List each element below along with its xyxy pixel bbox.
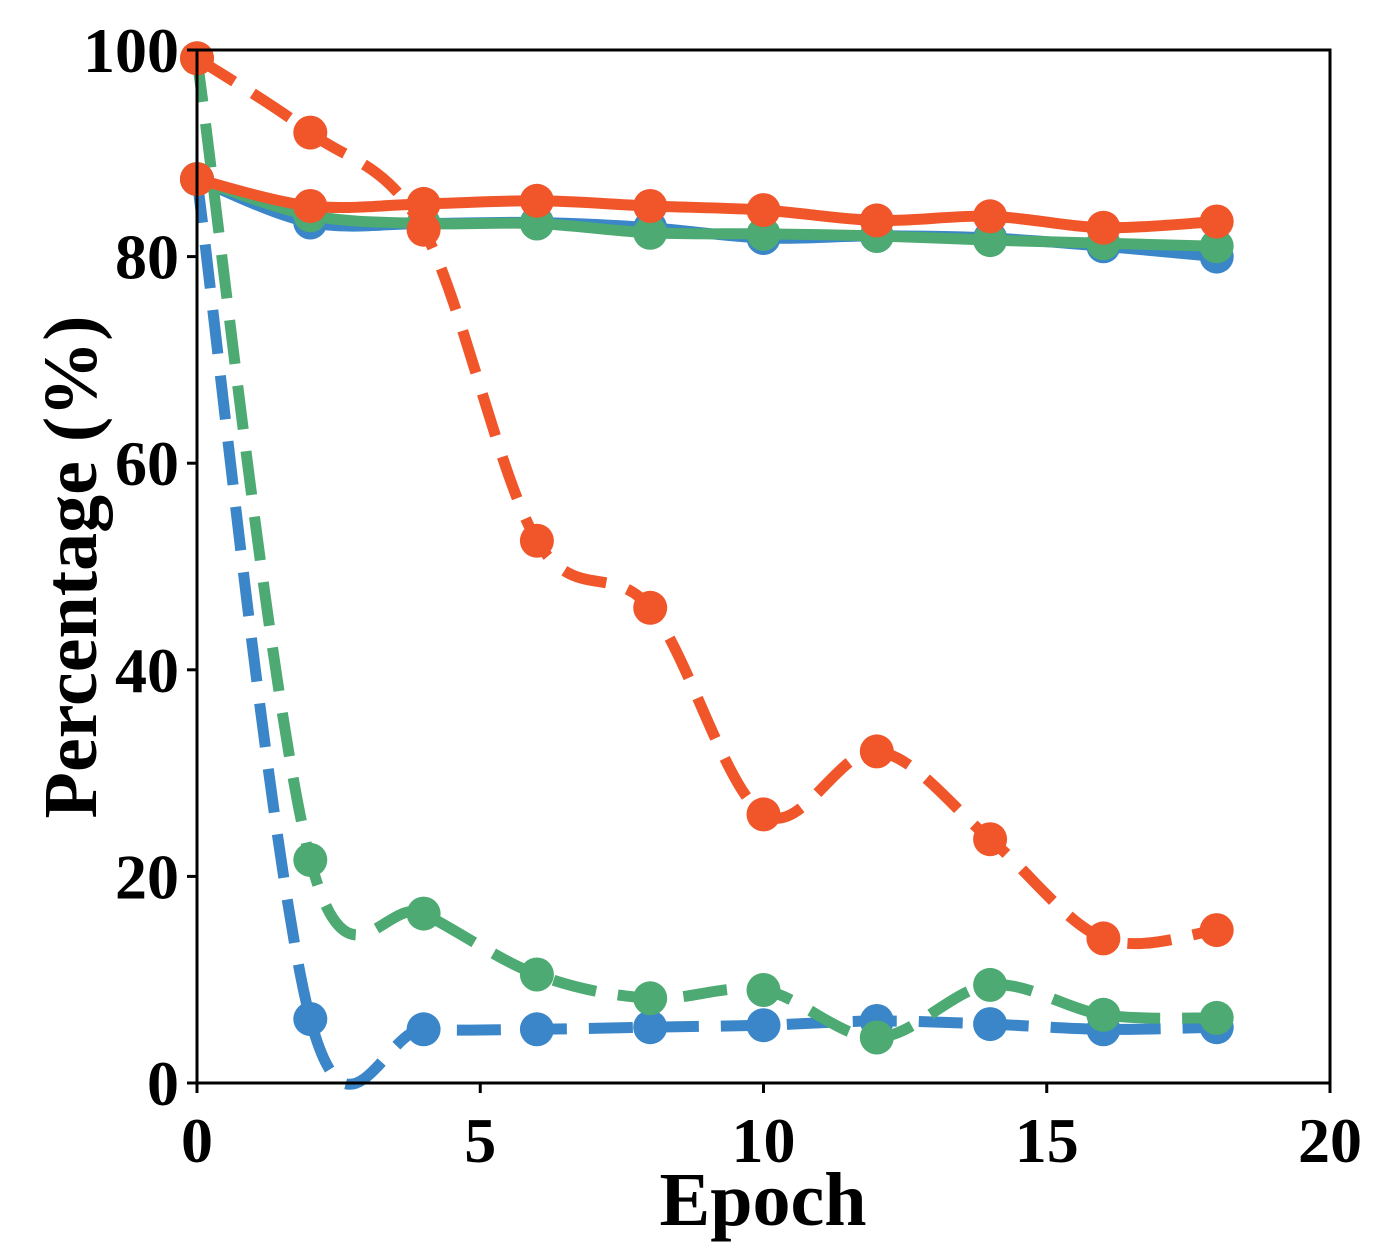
- y-tick-label: 40: [115, 635, 179, 706]
- data-point: [973, 223, 1008, 258]
- data-point: [633, 981, 668, 1016]
- data-point: [406, 1012, 441, 1047]
- data-point: [633, 215, 668, 250]
- data-point: [746, 216, 781, 251]
- x-tick-label: 5: [464, 1105, 496, 1176]
- data-point: [859, 734, 894, 769]
- data-point: [1199, 913, 1234, 948]
- data-point: [973, 1007, 1008, 1042]
- x-tick-label: 15: [1015, 1105, 1079, 1176]
- data-point: [746, 193, 781, 228]
- data-point: [859, 1020, 894, 1055]
- x-tick-label: 0: [181, 1105, 213, 1176]
- data-point: [1086, 921, 1121, 956]
- x-tick-label: 20: [1298, 1105, 1362, 1176]
- data-point: [973, 199, 1008, 234]
- data-point: [633, 1010, 668, 1045]
- y-tick-label: 100: [83, 15, 179, 86]
- series-line: [195, 173, 1217, 234]
- data-point: [746, 973, 781, 1007]
- tick-layer: 0 5 10 15 20 0 20 40 60 80 100: [83, 15, 1362, 1176]
- data-point: [746, 797, 781, 832]
- y-tick-label: 0: [147, 1048, 179, 1119]
- data-point: [1199, 1000, 1234, 1035]
- data-point: [293, 189, 328, 223]
- data-point: [859, 203, 894, 238]
- y-tick-label: 80: [115, 222, 179, 293]
- data-point: [519, 957, 554, 992]
- series-line: [195, 173, 1217, 252]
- data-point: [1199, 204, 1234, 239]
- y-tick-label: 60: [115, 428, 179, 499]
- data-point: [1199, 229, 1234, 264]
- data-point: [293, 115, 328, 150]
- data-point: [406, 896, 441, 931]
- data-point: [633, 590, 668, 625]
- y-tick-label: 20: [115, 841, 179, 912]
- x-tick-label: 10: [732, 1105, 796, 1176]
- data-point: [519, 183, 554, 218]
- data-point: [293, 1002, 328, 1036]
- data-point: [293, 842, 328, 877]
- data-point: [519, 523, 554, 558]
- series-4-dashed: [180, 41, 1234, 1055]
- series-line: [193, 53, 1218, 950]
- x-axis-label: Epoch: [660, 1158, 867, 1242]
- data-point: [1086, 210, 1121, 245]
- data-point: [633, 189, 668, 223]
- data-point: [519, 1012, 554, 1047]
- data-point: [973, 967, 1008, 1002]
- data-point: [746, 1008, 781, 1043]
- y-axis-label: Percentage (%): [29, 316, 113, 819]
- data-point: [1086, 997, 1121, 1032]
- data-point: [406, 212, 441, 247]
- data-point: [973, 822, 1008, 857]
